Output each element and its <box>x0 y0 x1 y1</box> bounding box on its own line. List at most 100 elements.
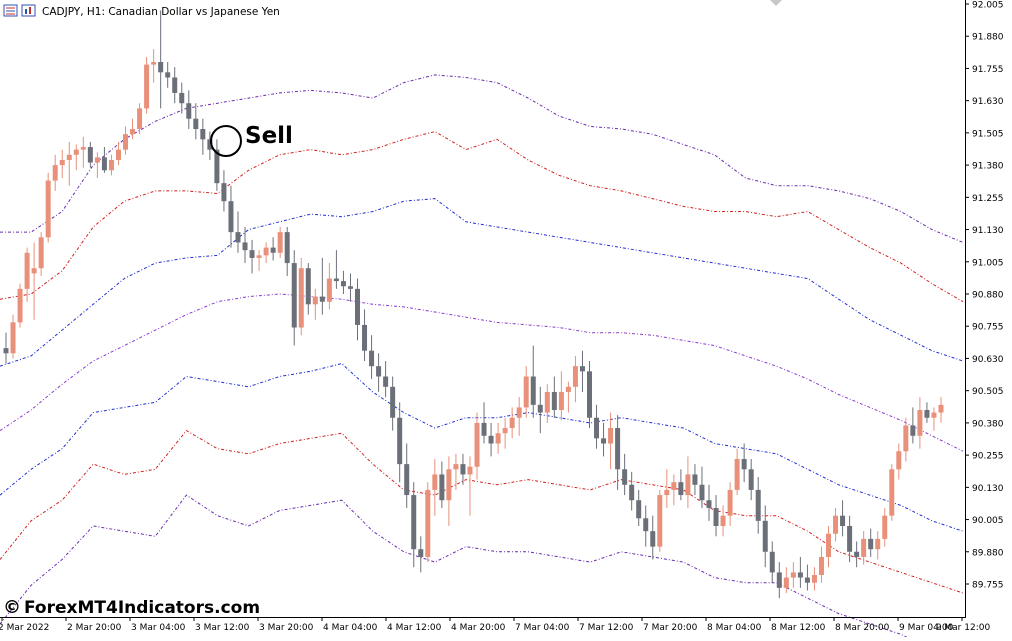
candle <box>713 495 719 537</box>
chart-title: CADJPY, H1: Canadian Dollar vs Japanese … <box>42 6 280 18</box>
price-tick-label: 90.005 <box>972 516 1004 526</box>
candle <box>720 505 726 537</box>
candle <box>137 103 143 135</box>
price-tick-label: 91.255 <box>972 194 1004 204</box>
candle <box>502 417 508 449</box>
candle <box>910 407 916 444</box>
candle <box>882 507 888 547</box>
candle <box>861 531 867 565</box>
candle <box>903 417 909 462</box>
time-tick-label: 3 Mar 12:00 <box>195 623 250 633</box>
band-lines <box>0 74 964 641</box>
candle <box>811 567 817 591</box>
price-tick-label: 91.005 <box>972 258 1004 268</box>
candle <box>312 288 318 320</box>
price-tick-label: 89.880 <box>972 548 1004 558</box>
candle <box>453 453 459 490</box>
chart-window-icon[interactable] <box>3 4 18 17</box>
candle <box>73 144 79 171</box>
candle <box>516 397 522 436</box>
candle <box>130 118 136 140</box>
candle <box>790 562 796 588</box>
scroll-marker-icon[interactable] <box>770 0 782 6</box>
price-tick-label: 91.130 <box>972 226 1004 236</box>
candle <box>586 361 592 429</box>
candle <box>615 415 621 490</box>
time-tick-label: 4 Mar 20:00 <box>451 623 506 633</box>
candle <box>151 49 157 83</box>
candle <box>657 489 663 552</box>
candle <box>762 505 768 568</box>
candle <box>439 461 445 508</box>
candle <box>460 453 466 485</box>
time-tick-label: 7 Mar 20:00 <box>643 623 698 633</box>
candle <box>228 185 234 248</box>
candle <box>31 242 37 320</box>
candle <box>678 469 684 501</box>
candle <box>10 314 16 359</box>
candle <box>432 458 438 516</box>
candle <box>671 474 677 506</box>
candle <box>636 489 642 526</box>
price-tick-label: 90.630 <box>972 355 1004 365</box>
candle <box>3 332 9 364</box>
candle <box>333 250 339 289</box>
candle <box>326 263 332 310</box>
candle <box>256 250 262 271</box>
candle <box>544 384 550 423</box>
candle <box>17 283 23 328</box>
candle <box>572 355 578 403</box>
candle <box>66 141 72 186</box>
candle <box>355 278 360 341</box>
candle <box>38 232 44 276</box>
candle <box>495 422 501 454</box>
candle <box>207 131 213 160</box>
price-axis: 92.005 91.880 91.755 91.630 91.505 91.380 91.2… <box>965 1 1004 591</box>
candle <box>52 154 58 191</box>
candle <box>193 103 199 140</box>
candle <box>144 56 150 114</box>
watermark-text: ForexMT4Indicators.com <box>24 598 260 618</box>
candle <box>748 458 754 501</box>
candle <box>558 371 564 421</box>
candle <box>565 381 571 413</box>
candle <box>347 273 353 302</box>
sell-label: Sell <box>245 123 293 149</box>
candle <box>692 464 698 496</box>
candle <box>45 172 51 243</box>
candle <box>551 376 557 418</box>
candle <box>108 154 114 176</box>
candle <box>397 402 403 483</box>
candle <box>270 237 276 261</box>
watermark: © ForexMT4Indicators.com <box>3 597 260 618</box>
time-tick-label: 8 Mar 04:00 <box>707 623 762 633</box>
candle <box>601 422 607 457</box>
band-lower-inner <box>0 363 964 532</box>
candle <box>650 515 656 560</box>
candle <box>383 361 389 398</box>
candle <box>404 443 410 508</box>
time-tick-label: 4 Mar 12:00 <box>387 623 442 633</box>
candle <box>123 126 129 155</box>
candle <box>594 404 600 449</box>
candle <box>376 353 382 392</box>
candle <box>369 335 375 380</box>
candle <box>924 402 930 423</box>
price-tick-label: 91.505 <box>972 129 1004 139</box>
candle <box>319 257 325 315</box>
candle <box>411 482 417 568</box>
candle <box>277 226 283 258</box>
price-tick-label: 90.505 <box>972 387 1004 397</box>
indicator-window-icon[interactable] <box>21 4 36 17</box>
candle <box>769 541 775 583</box>
band-lower-outer <box>0 494 916 641</box>
time-tick-label: 9 Mar 04:00 <box>899 623 954 633</box>
price-tick-label: 90.130 <box>972 484 1004 494</box>
candle <box>875 531 881 560</box>
candle <box>249 239 255 274</box>
chart-header: CADJPY, H1: Canadian Dollar vs Japanese … <box>3 4 280 18</box>
candle <box>833 507 839 542</box>
candle <box>165 62 171 88</box>
